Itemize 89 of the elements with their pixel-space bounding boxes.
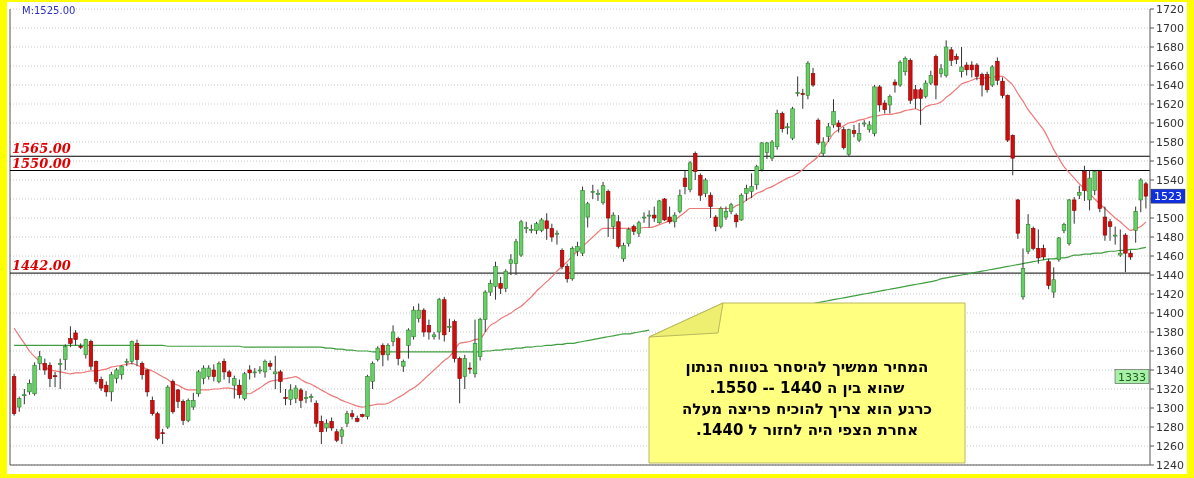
y-tick-label: 1680 xyxy=(1156,40,1184,54)
y-tick-label: 1320 xyxy=(1156,382,1184,396)
candlestick xyxy=(626,227,631,247)
annotation: 1523 xyxy=(1154,190,1182,203)
y-tick-label: 1460 xyxy=(1156,249,1184,263)
y-tick-label: 1300 xyxy=(1156,401,1184,415)
candlestick xyxy=(134,339,140,367)
ref-line-label: 1442.00 xyxy=(12,258,71,274)
candlestick xyxy=(503,268,508,293)
candlestick xyxy=(1143,181,1148,209)
candlestick xyxy=(800,88,805,110)
candlestick xyxy=(887,94,892,114)
candlestick xyxy=(1072,196,1077,225)
ref-line-label: 1565.00 xyxy=(12,141,71,157)
candlestick xyxy=(1056,236,1061,263)
y-tick-label: 1720 xyxy=(1156,2,1184,16)
candlestick xyxy=(990,64,995,88)
y-tick-label: 1580 xyxy=(1156,135,1184,149)
candlestick xyxy=(831,98,836,129)
y-tick-label: 1240 xyxy=(1156,458,1184,472)
annotation: המחיר ממשיך להיסחר בטווח הנתון שהוא בין ה 1440 -- 1550. כרגע הוא צריך להוכיח פריצה מעלה אחרת הצפי היה לחזור ל 1440. xyxy=(682,358,932,439)
candlestick xyxy=(385,342,391,361)
candlestick xyxy=(58,358,63,390)
candlestick xyxy=(959,46,964,78)
candlestick xyxy=(467,361,472,375)
y-tick-label: 1500 xyxy=(1156,211,1184,225)
y-tick-label: 1380 xyxy=(1156,325,1184,339)
y-tick-label: 1280 xyxy=(1156,420,1184,434)
candlestick xyxy=(278,369,283,394)
candlestick xyxy=(380,342,385,367)
candlestick xyxy=(810,67,816,88)
candlestick xyxy=(1118,228,1123,258)
candlestick xyxy=(431,331,437,341)
annotation: 1333 xyxy=(1118,370,1146,384)
candlestick xyxy=(1051,266,1056,299)
candlestick xyxy=(595,189,601,202)
candlestick xyxy=(1133,206,1138,244)
candlestick xyxy=(693,151,698,181)
candlestick xyxy=(821,136,826,157)
candlestick xyxy=(396,336,401,366)
candlestick xyxy=(390,324,396,347)
candlestick xyxy=(237,379,242,399)
y-tick-label: 1420 xyxy=(1156,287,1184,301)
annotation: M:1525.00 xyxy=(22,5,76,16)
candlestick xyxy=(462,354,467,390)
candlestick xyxy=(621,242,626,263)
candlestick xyxy=(780,111,785,133)
candlestick xyxy=(703,177,708,198)
candlestick xyxy=(795,75,800,97)
y-tick-label: 1340 xyxy=(1156,363,1184,377)
y-tick-label: 1660 xyxy=(1156,59,1184,73)
y-tick-label: 1260 xyxy=(1156,439,1184,453)
candlestick xyxy=(698,172,703,202)
ref-line-label: 1550.00 xyxy=(12,155,71,171)
y-tick-label: 1360 xyxy=(1156,344,1184,358)
candlestick xyxy=(611,211,616,240)
candlestick xyxy=(37,350,42,371)
candlestick xyxy=(851,124,857,138)
candlestick xyxy=(1046,258,1051,290)
y-tick-label: 1480 xyxy=(1156,230,1184,244)
y-tick-label: 1620 xyxy=(1156,97,1184,111)
candlestick xyxy=(816,117,821,146)
candlestick xyxy=(995,56,1000,86)
candlestick xyxy=(1138,177,1143,213)
y-tick-label: 1600 xyxy=(1156,116,1184,130)
candlestick xyxy=(232,375,237,399)
candlestick xyxy=(1102,206,1108,242)
candlestick xyxy=(554,229,560,246)
candlestick xyxy=(1082,165,1087,202)
candlestick xyxy=(216,360,222,384)
candlestick xyxy=(339,426,344,445)
candlestick xyxy=(63,343,68,371)
y-tick-label: 1640 xyxy=(1156,78,1184,92)
y-tick-label: 1700 xyxy=(1156,21,1184,35)
y-tick-label: 1440 xyxy=(1156,268,1184,282)
candlestick xyxy=(857,122,862,143)
candlestick xyxy=(841,126,846,151)
candlestick xyxy=(677,189,682,214)
candlestick xyxy=(1113,226,1118,246)
y-tick-label: 1540 xyxy=(1156,173,1184,187)
candlestick xyxy=(708,191,713,219)
candlestick xyxy=(350,409,355,420)
y-tick-label: 1400 xyxy=(1156,306,1184,320)
candlestick xyxy=(826,122,831,143)
candlestick xyxy=(298,387,303,409)
candlestick xyxy=(682,170,688,195)
candlestick xyxy=(273,355,278,390)
candlestick xyxy=(892,78,898,94)
y-tick-label: 1560 xyxy=(1156,154,1184,168)
